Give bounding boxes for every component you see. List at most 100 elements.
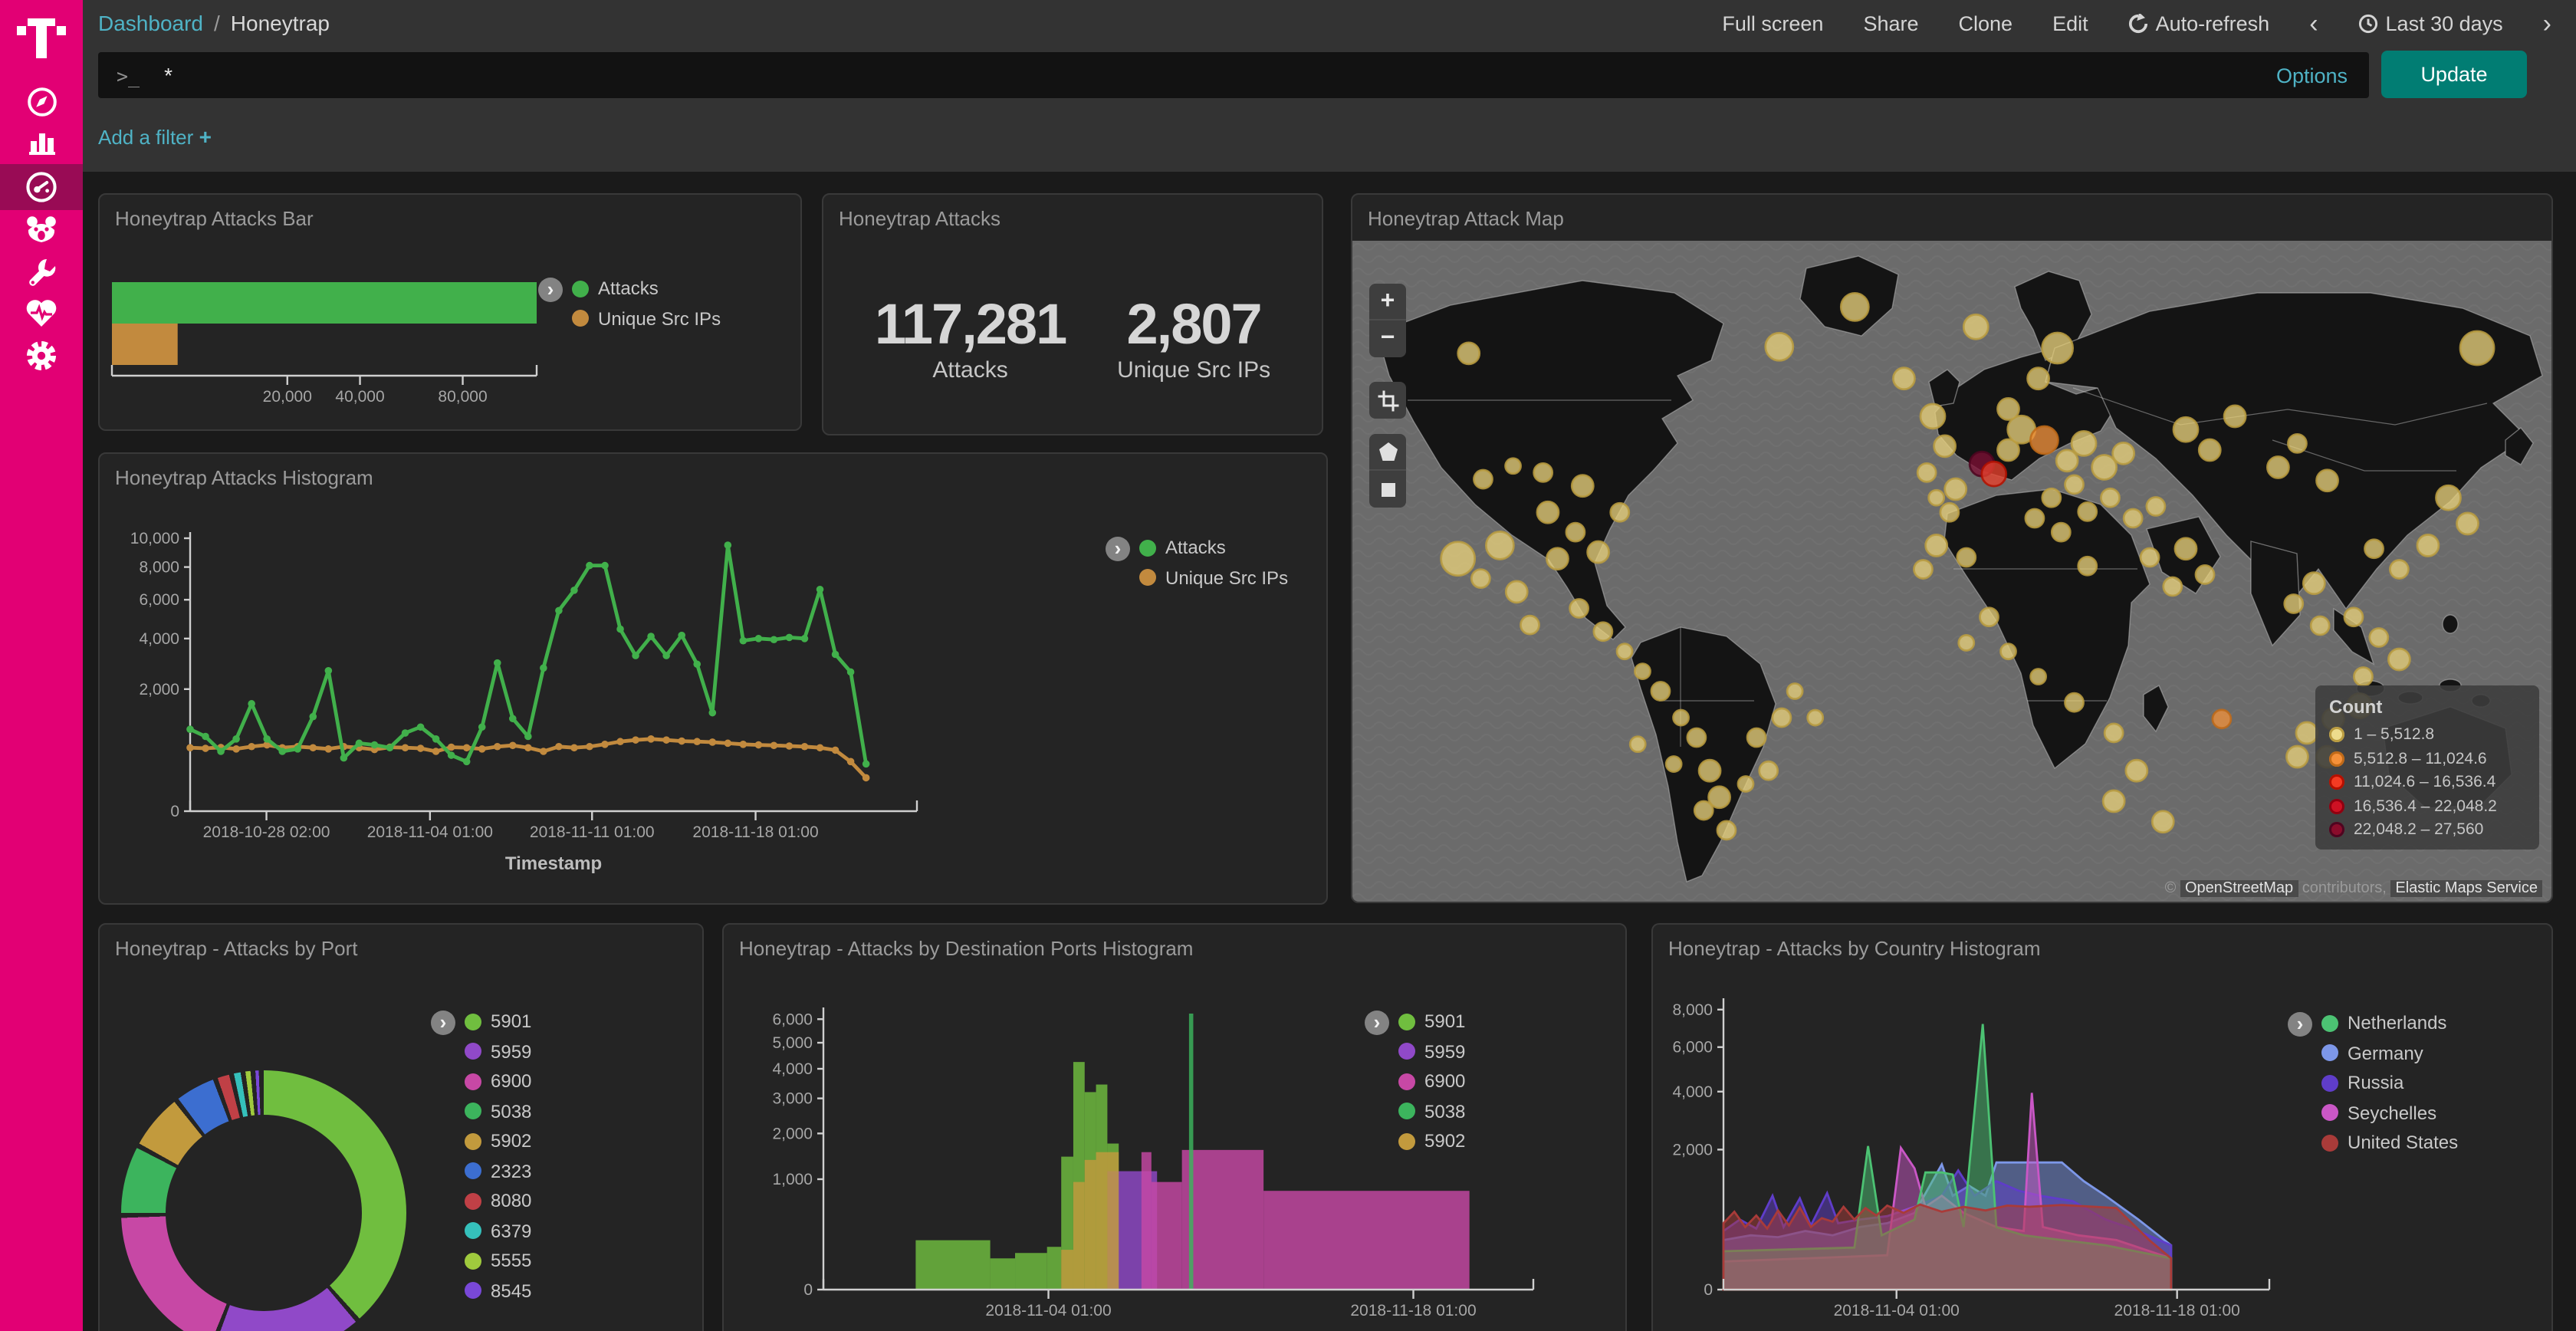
sidebar-item-devtools[interactable] <box>0 250 83 293</box>
telekom-logo-icon <box>17 18 66 58</box>
legend-item-attacks[interactable]: Attacks <box>572 278 721 299</box>
svg-text:8,000: 8,000 <box>1672 1001 1713 1019</box>
legend-expand-icon[interactable]: › <box>538 278 563 302</box>
map-draw-polygon-button[interactable] <box>1369 434 1406 471</box>
sidebar-item-management[interactable] <box>0 334 83 377</box>
top-nav-bar: Dashboard / Honeytrap Full screen Share Cl… <box>83 0 2576 48</box>
sidebar-item-dashboard[interactable] <box>0 164 83 210</box>
legend-label: 5901 <box>491 1011 532 1032</box>
svg-text:2018-11-18 01:00: 2018-11-18 01:00 <box>692 823 818 841</box>
legend-expand-icon[interactable]: › <box>1106 537 1130 561</box>
legend-item-germany[interactable]: Germany <box>2321 1042 2458 1063</box>
crop-icon <box>1377 389 1398 411</box>
share-button[interactable]: Share <box>1863 12 1919 35</box>
map-legend-dot <box>2329 774 2344 790</box>
map-legend-label: 16,536.4 – 22,048.2 <box>2354 797 2497 815</box>
legend-item-5959[interactable]: 5959 <box>1398 1040 1465 1062</box>
svg-text:2018-11-04 01:00: 2018-11-04 01:00 <box>367 823 493 841</box>
legend-item-5901[interactable]: 5901 <box>1398 1011 1465 1032</box>
svg-text:2018-11-18 01:00: 2018-11-18 01:00 <box>1350 1302 1476 1319</box>
sidebar-item-monitoring[interactable] <box>0 291 83 334</box>
svg-text:20,000: 20,000 <box>263 388 312 406</box>
time-forward-button[interactable]: › <box>2542 8 2551 38</box>
legend-item-5902[interactable]: 5902 <box>1398 1130 1465 1152</box>
compass-icon <box>27 87 56 116</box>
legend-item-2323[interactable]: 2323 <box>465 1160 531 1181</box>
time-back-button[interactable]: ‹ <box>2309 8 2318 38</box>
legend-item-seychelles[interactable]: Seychelles <box>2321 1102 2458 1123</box>
legend-item-unique-src-ips[interactable]: Unique Src IPs <box>572 307 721 329</box>
map-control-group: + − <box>1369 284 1406 357</box>
panel-attacks-metric: Honeytrap Attacks 117,281 Attacks 2,807 Uni… <box>822 193 1323 435</box>
legend-item-8080[interactable]: 8080 <box>465 1190 531 1211</box>
legend-item-5902[interactable]: 5902 <box>465 1130 531 1152</box>
legend-item-6379[interactable]: 6379 <box>465 1220 531 1241</box>
legend-expand-icon[interactable]: › <box>1365 1011 1389 1035</box>
breadcrumb: Dashboard / Honeytrap <box>98 11 330 35</box>
add-filter-link[interactable]: Add a filter + <box>98 124 212 149</box>
svg-text:8,000: 8,000 <box>139 559 179 577</box>
sidebar-item-discover[interactable] <box>0 80 83 123</box>
map-zoom-in-button[interactable]: + <box>1369 284 1406 320</box>
legend-item-attacks[interactable]: Attacks <box>1139 537 1288 558</box>
map-legend-dot <box>2329 798 2344 813</box>
legend-expand-icon[interactable]: › <box>431 1011 455 1035</box>
polygon-icon <box>1378 442 1397 461</box>
query-bar[interactable]: >_ * Options <box>98 52 2369 98</box>
legend-item-united-states[interactable]: United States <box>2321 1132 2458 1153</box>
legend-item-5038[interactable]: 5038 <box>465 1100 531 1122</box>
clone-button[interactable]: Clone <box>1958 12 2013 35</box>
legend-color-dot <box>465 1132 481 1149</box>
svg-text:4,000: 4,000 <box>139 630 179 648</box>
legend-item-unique-src-ips[interactable]: Unique Src IPs <box>1139 567 1288 588</box>
legend-item-russia[interactable]: Russia <box>2321 1072 2458 1093</box>
metric-label: Unique Src IPs <box>1117 357 1271 383</box>
map-legend-item: 16,536.4 – 22,048.2 <box>2329 797 2525 815</box>
legend-item-5038[interactable]: 5038 <box>1398 1100 1465 1122</box>
openstreetmap-link[interactable]: OpenStreetMap <box>2180 880 2298 897</box>
update-button[interactable]: Update <box>2381 51 2527 98</box>
map-draw-rectangle-button[interactable] <box>1369 471 1406 508</box>
legend-color-dot <box>1398 1103 1415 1119</box>
edit-button[interactable]: Edit <box>2052 12 2088 35</box>
time-picker-button[interactable]: Last 30 days <box>2358 12 2503 35</box>
legend-color-dot <box>465 1043 481 1060</box>
legend-label: 5038 <box>491 1100 532 1122</box>
legend-label: 6900 <box>491 1070 532 1092</box>
metric-value: 117,281 <box>874 293 1067 356</box>
query-options-link[interactable]: Options <box>2275 64 2348 87</box>
panel-attacks-bar: Honeytrap Attacks Bar 20,000 40,000 80,000… <box>98 193 802 431</box>
auto-refresh-button[interactable]: Auto-refresh <box>2128 12 2269 35</box>
legend-label: 5959 <box>491 1040 532 1062</box>
attacks-bar-canvas: 20,000 40,000 80,000 › Attacks Unique Src IPs <box>100 241 800 429</box>
query-input[interactable]: * <box>164 63 173 87</box>
telekom-logo[interactable] <box>0 12 83 64</box>
ports-histogram-svg: 0 1,000 2,000 3,000 4,000 5,000 6,000 2018-11-0… <box>772 1007 1535 1319</box>
legend-item-5959[interactable]: 5959 <box>465 1040 531 1062</box>
sidebar-item-bear[interactable] <box>0 209 83 251</box>
legend-item-6900[interactable]: 6900 <box>465 1070 531 1092</box>
breadcrumb-dashboard-link[interactable]: Dashboard <box>98 11 203 35</box>
port-donut-chart[interactable] <box>121 1070 406 1331</box>
legend-color-dot <box>465 1013 481 1030</box>
legend-item-6900[interactable]: 6900 <box>1398 1070 1465 1092</box>
gauge-icon <box>26 172 57 202</box>
legend-label: Germany <box>2348 1042 2423 1063</box>
svg-text:80,000: 80,000 <box>438 388 487 406</box>
legend-color-dot <box>1398 1073 1415 1089</box>
legend-item-8545[interactable]: 8545 <box>465 1280 531 1301</box>
legend-item-5901[interactable]: 5901 <box>465 1011 531 1032</box>
elastic-maps-service-link[interactable]: Elastic Maps Service <box>2390 880 2542 897</box>
legend-label: 5555 <box>491 1250 532 1271</box>
map-legend-item: 5,512.8 – 11,024.6 <box>2329 749 2525 767</box>
legend-item-5555[interactable]: 5555 <box>465 1250 531 1271</box>
full-screen-button[interactable]: Full screen <box>1722 12 1824 35</box>
metric-label: Attacks <box>932 357 1008 383</box>
legend-item-netherlands[interactable]: Netherlands <box>2321 1012 2458 1034</box>
query-bar-row: >_ * Options Update <box>83 46 2576 104</box>
sidebar-item-visualize[interactable] <box>0 120 83 163</box>
map-crop-button[interactable] <box>1369 382 1406 419</box>
map-zoom-out-button[interactable]: − <box>1380 325 1395 351</box>
legend-expand-icon[interactable]: › <box>2288 1012 2312 1037</box>
panel-attacks-by-port: Honeytrap - Attacks by Port › 5901 5959 690… <box>98 923 704 1331</box>
